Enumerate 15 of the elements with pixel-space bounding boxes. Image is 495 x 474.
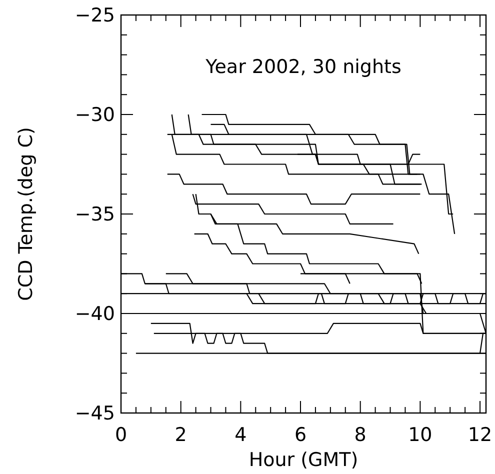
y-axis-title: CCD Temp.(deg C): [15, 127, 37, 301]
y-tick-label: −30: [74, 104, 115, 126]
x-axis-title: Hour (GMT): [248, 449, 358, 471]
y-tick-label: −25: [74, 4, 115, 27]
x-tick-label: 8: [354, 424, 366, 446]
x-tick-label: 2: [174, 424, 187, 446]
annotation: Year 2002, 30 nights: [204, 56, 402, 78]
x-tick-label: 12: [468, 424, 492, 446]
x-tick-label: 0: [114, 424, 128, 446]
x-tick-label: 6: [294, 424, 307, 446]
y-tick-label: −40: [74, 303, 115, 326]
x-tick-label: 4: [234, 424, 247, 446]
x-tick-label: 10: [408, 424, 432, 446]
y-tick-label: −35: [74, 204, 115, 226]
y-tick-label: −45: [74, 402, 115, 425]
